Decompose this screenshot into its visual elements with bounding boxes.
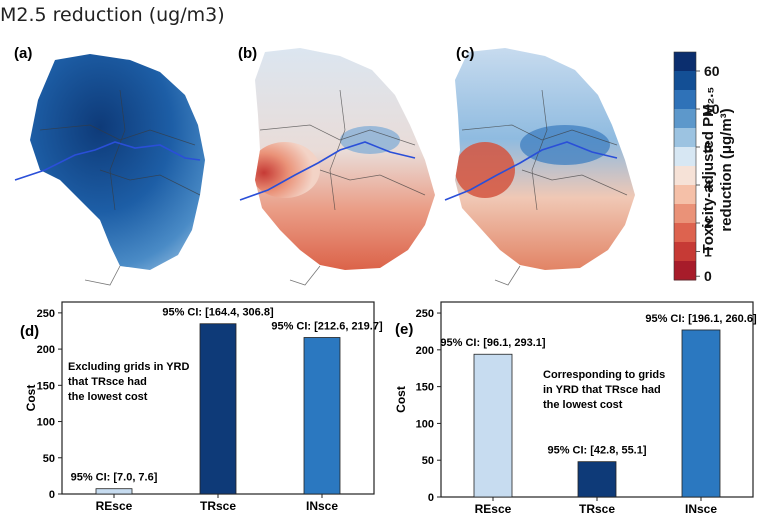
y-tick-label: 200 [416,345,434,357]
colorbar-tick-label: 6 [704,139,712,155]
y-tick-label: 250 [416,308,434,320]
map-c-label: (c) [456,45,474,62]
colorbar-tick-label: 60 [704,63,720,79]
colorbar-title-line2: reduction (μg/m³) [718,108,735,232]
y-axis-label: Cost [24,385,38,412]
ci-label: 95% CI: [96.1, 293.1] [440,337,546,349]
panel-label: (e) [395,321,413,338]
ci-label: 95% CI: [212.6, 219.7] [271,321,383,333]
bar-resce [95,488,133,495]
x-tick-label: TRsce [579,502,615,516]
bar-insce [303,337,341,495]
colorbar-tick-label: 1 [704,244,712,260]
map-a-label: (a) [14,45,32,62]
y-tick-label: 100 [416,418,434,430]
colorbar-swatch [674,71,696,91]
colorbar-tick-label: 10 [704,101,720,117]
maps-figure: (a) (b) (c) [14,45,635,286]
annotation-line: that TRsce had [68,376,147,388]
y-tick-label: 250 [37,308,55,320]
colorbar-swatch [674,128,696,148]
ci-label: 95% CI: [7.0, 7.6] [71,472,158,484]
ci-label: 95% CI: [42.8, 55.1] [547,445,646,457]
colorbar-swatch [674,223,696,243]
y-tick-label: 50 [43,453,55,465]
annotation-line: Corresponding to grids [543,369,665,381]
annotation-line: in YRD that TRsce had [543,384,661,396]
x-tick-label: INsce [306,499,338,513]
annotation-line: the lowest cost [68,391,148,403]
colorbar-swatch [674,109,696,129]
y-axis-label: Cost [394,386,408,413]
bar-trsce [577,461,617,498]
bar-resce [473,353,513,498]
y-tick-label: 150 [37,380,55,392]
bar-trsce [199,323,237,495]
colorbar-title: Toxicity-adjusted PM₂.₅ reduction (μg/m³… [700,50,736,290]
y-tick-label: 50 [422,455,434,467]
ci-label: 95% CI: [164.4, 306.8] [162,307,274,319]
x-tick-label: REsce [96,499,133,513]
colorbar-swatch [674,242,696,262]
map-a: (a) [14,45,205,286]
colorbar-title-line1: Toxicity-adjusted PM₂.₅ [700,86,717,254]
x-tick-label: TRsce [200,499,236,513]
ci-label: 95% CI: [196.1, 260.6] [645,313,757,325]
page-title: M2.5 reduction (ug/m3) [0,4,225,26]
annotation-line: Excluding grids in YRD [68,361,189,373]
y-tick-label: 0 [428,492,434,504]
colorbar-swatch [674,166,696,186]
map-b: (b) [238,45,435,286]
map-b-label: (b) [238,45,257,62]
x-tick-label: INsce [685,502,717,516]
y-tick-label: 100 [37,417,55,429]
colorbar-swatch [674,261,696,281]
colorbar-tick-label: 2 [704,215,712,231]
x-tick-label: REsce [475,502,512,516]
y-tick-label: 200 [37,344,55,356]
colorbar-swatch [674,147,696,167]
bar-insce [681,329,721,498]
map-c: (c) [444,45,635,286]
bar-chart-e: 0 50 100 150 200 250 REsce 95% CI: [96.1, 293.1… [394,301,757,516]
bar-chart-d: 0 50 100 150 200 250 REsce 95% CI: [7.0, 7.6] TR… [20,301,383,513]
y-tick-label: 150 [416,382,434,394]
colorbar-swatch [674,52,696,72]
colorbar-tick-label: 0 [704,268,712,284]
colorbar-swatch [674,90,696,110]
colorbar-swatch [674,204,696,224]
y-tick-label: 0 [49,489,55,501]
annotation-line: the lowest cost [543,399,623,411]
colorbar-swatch [674,185,696,205]
panel-label: (d) [20,323,39,340]
colorbar-tick-label: 4 [704,177,712,193]
